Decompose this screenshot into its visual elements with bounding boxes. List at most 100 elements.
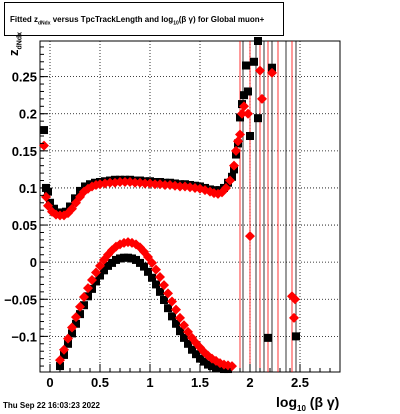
- red-marker: [87, 274, 97, 285]
- y-axis-label-main: z: [6, 49, 21, 57]
- x-axis-label-tail: (β γ): [305, 394, 340, 410]
- red-marker: [179, 320, 189, 331]
- y-tick-label: 0.2: [19, 107, 37, 122]
- x-tick-label: 0.5: [91, 375, 109, 390]
- black-marker: [40, 126, 48, 135]
- axes: 0 0.5 1 1.5 2 2.5 −0.1 −0.05 0 0.05 0.1 0.15 0.2 0.25: [4, 46, 341, 390]
- title-mid: versus TpcTrackLength and log: [50, 15, 174, 24]
- black-marker: [76, 310, 84, 319]
- red-marker: [155, 272, 165, 283]
- red-marker: [83, 283, 93, 294]
- red-marker: [229, 160, 239, 171]
- red-marker: [147, 257, 157, 268]
- black-marker: [268, 63, 276, 72]
- black-marker: [60, 350, 68, 359]
- red-marker: [163, 288, 173, 299]
- black-marker: [254, 37, 262, 45]
- title-sub2: 10: [173, 20, 179, 27]
- red-marker: [55, 355, 65, 366]
- black-marker: [192, 350, 200, 359]
- black-marker: [172, 319, 180, 328]
- black-marker: [148, 273, 156, 282]
- x-tick-label: 2.5: [291, 375, 309, 390]
- red-marker: [171, 304, 181, 315]
- black-marker: [100, 266, 108, 275]
- black-marker: [81, 182, 89, 191]
- data-markers: [39, 37, 300, 374]
- black-marker: [184, 339, 192, 348]
- black-marker: [228, 172, 236, 181]
- black-marker: [264, 333, 272, 342]
- x-axis-label: log10 (β γ): [276, 394, 339, 413]
- black-marker: [254, 114, 262, 123]
- black-marker: [152, 280, 160, 289]
- red-marker: [231, 145, 241, 156]
- black-marker: [180, 333, 188, 342]
- black-marker: [96, 271, 104, 280]
- black-marker: [236, 113, 244, 122]
- y-tick-label: 0.15: [12, 144, 37, 159]
- red-marker: [267, 67, 277, 78]
- y-tick-label: 0.1: [19, 181, 37, 196]
- x-tick-label: 2: [246, 375, 253, 390]
- y-tick-label: 0.25: [12, 70, 37, 85]
- red-marker: [175, 312, 185, 323]
- red-marker: [289, 312, 299, 323]
- x-tick-label: 1.5: [191, 375, 209, 390]
- red-marker: [221, 182, 231, 193]
- red-marker: [75, 301, 85, 312]
- red-marker: [151, 264, 161, 275]
- black-marker: [68, 329, 76, 338]
- black-marker: [92, 277, 100, 286]
- black-marker: [246, 131, 254, 140]
- black-marker: [292, 332, 300, 341]
- red-marker: [59, 344, 69, 355]
- y-tick-label: 0: [30, 255, 37, 270]
- y-tick-label: −0.1: [11, 329, 37, 344]
- red-marker: [63, 333, 73, 344]
- black-marker: [44, 187, 52, 196]
- black-marker: [56, 362, 64, 371]
- red-marker: [79, 292, 89, 303]
- black-marker: [164, 304, 172, 313]
- black-marker: [188, 345, 196, 354]
- black-marker: [168, 312, 176, 321]
- black-marker: [244, 87, 252, 96]
- y-axis-label: zdNdx: [6, 32, 24, 56]
- red-marker: [237, 108, 247, 119]
- title-main: Fitted z: [10, 15, 38, 24]
- black-marker: [250, 57, 258, 66]
- y-tick-label: −0.05: [4, 292, 37, 307]
- red-marker: [257, 93, 267, 104]
- black-marker: [72, 319, 80, 328]
- red-marker: [239, 101, 249, 112]
- black-marker: [176, 327, 184, 336]
- plot-frame: [39, 40, 341, 373]
- red-marker: [67, 322, 77, 333]
- black-marker: [140, 262, 148, 271]
- x-axis-label-main: log: [276, 394, 297, 410]
- title-tail: (β γ) for Global muon+: [178, 15, 265, 24]
- red-marker: [235, 129, 245, 140]
- black-marker: [64, 339, 72, 348]
- red-marker: [225, 175, 235, 186]
- red-marker: [41, 191, 51, 202]
- chart-title: Fitted zdNdx versus TpcTrackLength and l…: [4, 2, 284, 36]
- black-marker: [156, 287, 164, 296]
- title-sub1: dNdx: [38, 20, 51, 27]
- red-marker: [243, 108, 253, 119]
- x-axis-label-sub: 10: [297, 403, 306, 413]
- red-marker: [290, 294, 300, 305]
- red-marker: [91, 267, 101, 278]
- red-marker: [99, 254, 109, 265]
- red-marker: [71, 312, 81, 323]
- y-tick-label: 0.05: [12, 218, 37, 233]
- x-tick-label: 0: [46, 375, 53, 390]
- black-marker: [144, 267, 152, 276]
- red-marker: [167, 296, 177, 307]
- black-marker: [242, 61, 250, 70]
- timestamp: Thu Sep 22 16:03:23 2022: [3, 401, 100, 410]
- x-tick-label: 1: [146, 375, 153, 390]
- black-marker: [71, 194, 79, 203]
